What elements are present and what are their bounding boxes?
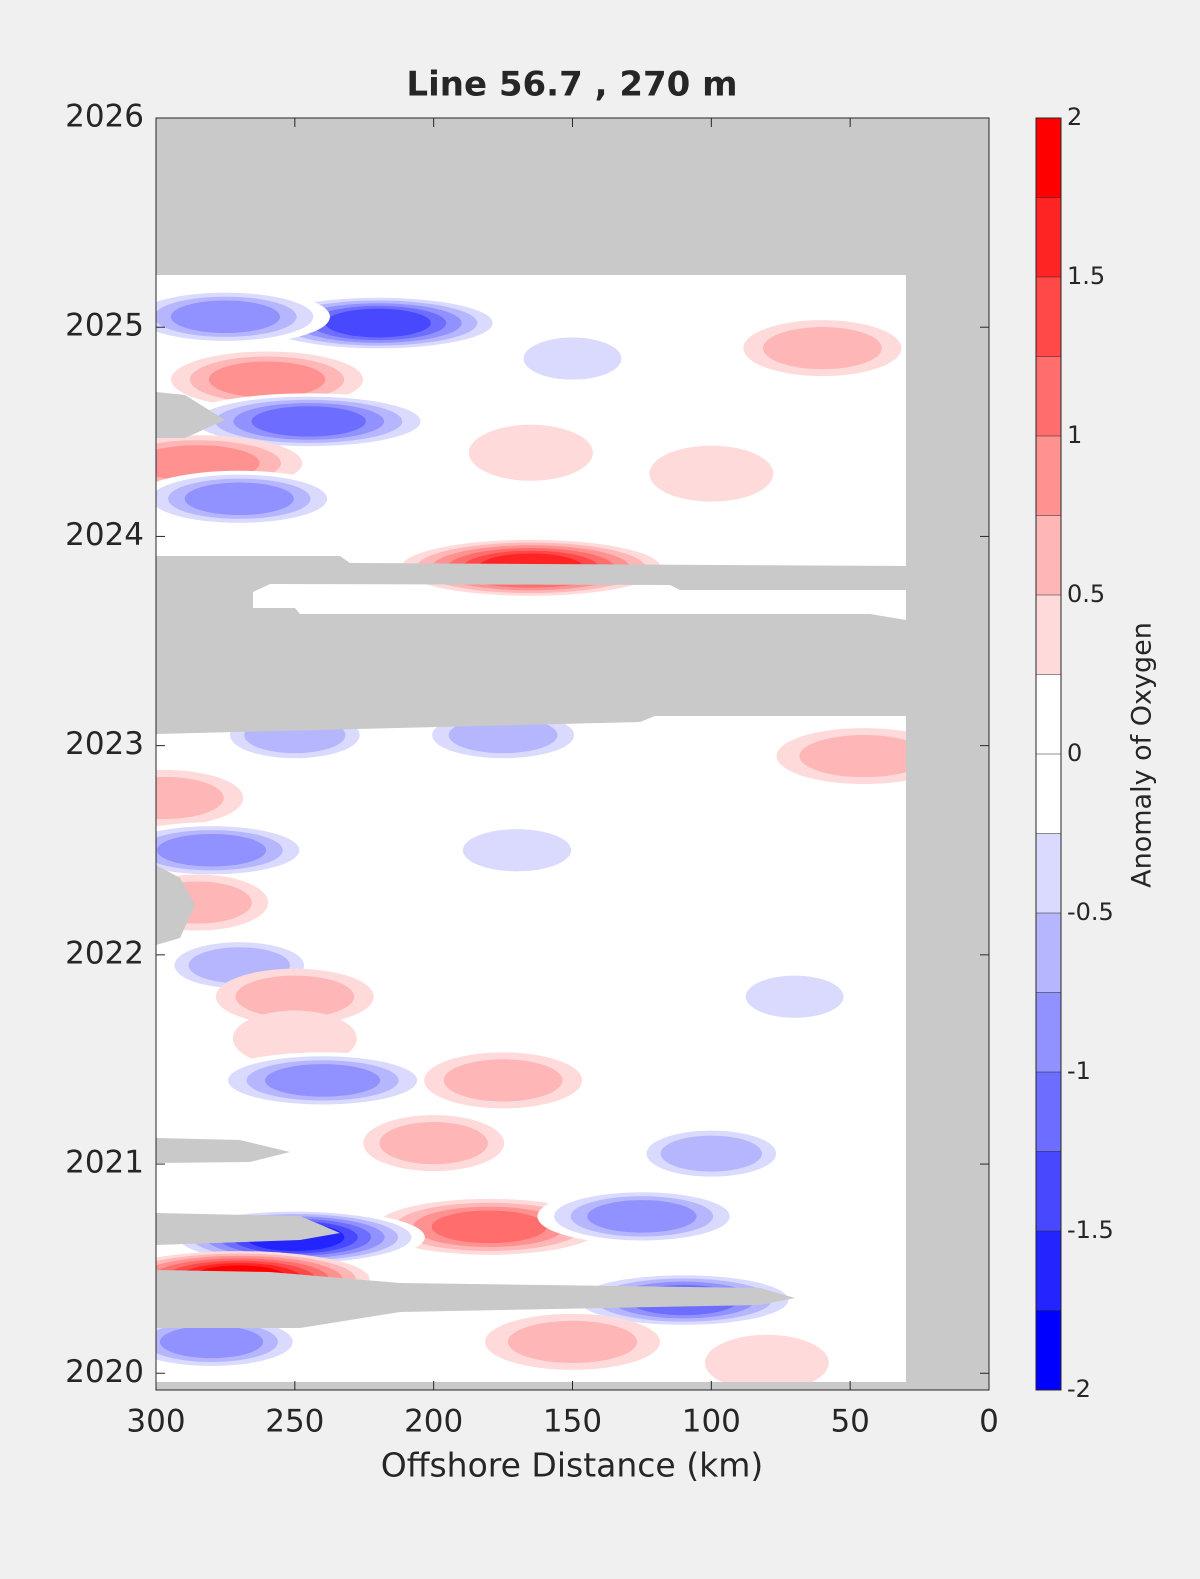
colorbar-frame xyxy=(1035,117,1062,1391)
y-tick-label: 2025 xyxy=(65,308,144,344)
contour-band xyxy=(443,1059,563,1102)
x-tick-label: 250 xyxy=(265,1404,324,1440)
colorbar-band xyxy=(1036,515,1061,595)
colorbar-label: Anomaly of Oxygen xyxy=(1127,622,1158,888)
colorbar-tick-label: -1 xyxy=(1067,1057,1091,1085)
y-tick-label: 2023 xyxy=(65,726,144,762)
x-tick-label: 300 xyxy=(126,1404,185,1440)
contour-band xyxy=(745,975,844,1018)
y-tick-label: 2024 xyxy=(65,517,144,553)
colorbar-band xyxy=(1036,1072,1061,1152)
colorbar-band xyxy=(1036,1310,1061,1390)
colorbar-band xyxy=(1036,595,1061,675)
x-tick-label: 100 xyxy=(682,1404,741,1440)
contour-band xyxy=(265,1064,381,1097)
plot-frame xyxy=(155,117,990,1391)
y-tick-label: 2020 xyxy=(65,1354,144,1390)
colorbar-tick-label: 0 xyxy=(1067,739,1082,767)
colorbar-band xyxy=(1036,118,1061,198)
colorbar-band xyxy=(1036,1151,1061,1231)
colorbar-band xyxy=(1036,833,1061,913)
contour-band xyxy=(156,776,224,820)
colorbar-band xyxy=(1036,674,1061,754)
contour-band xyxy=(156,833,267,867)
y-tick-label: 2022 xyxy=(65,935,144,971)
colorbar-tick-label: 1.5 xyxy=(1067,262,1105,290)
no-data-mask xyxy=(156,118,989,1390)
contour-band xyxy=(523,337,622,380)
contour-band xyxy=(507,1320,638,1363)
contour-band xyxy=(170,300,281,334)
x-axis-label: Offshore Distance (km) xyxy=(381,1446,763,1485)
contour-band xyxy=(208,361,326,398)
colorbar-band xyxy=(1036,1231,1061,1311)
colorbar-band xyxy=(1036,992,1061,1072)
contour-band xyxy=(587,1200,697,1233)
x-tick-label: 150 xyxy=(543,1404,602,1440)
contour-band xyxy=(468,424,593,481)
colorbar-tick-label: -0.5 xyxy=(1067,898,1114,926)
colorbar-tick-label: -2 xyxy=(1067,1375,1091,1403)
colorbar-band xyxy=(1036,277,1061,357)
contour-band xyxy=(184,482,294,516)
contour-band xyxy=(431,1210,547,1244)
x-tick-label: 200 xyxy=(404,1404,463,1440)
contour-band xyxy=(251,406,366,437)
colorbar-band xyxy=(1036,913,1061,993)
contour-band xyxy=(325,308,431,338)
contour-band xyxy=(649,445,774,502)
colorbar-tick-label: -1.5 xyxy=(1067,1216,1114,1244)
contour-band xyxy=(462,829,572,872)
colorbar-tick-label: 1 xyxy=(1067,421,1082,449)
y-tick-label: 2026 xyxy=(65,99,144,135)
chart-title: Line 56.7 , 270 m xyxy=(406,65,737,105)
contour-band xyxy=(379,1122,488,1165)
contour-band xyxy=(799,735,929,778)
x-tick-label: 0 xyxy=(979,1404,999,1440)
contour-band xyxy=(660,1135,762,1172)
colorbar-tick-label: 2 xyxy=(1067,103,1082,131)
colorbar-band xyxy=(1036,754,1061,834)
colorbar-tick-label: 0.5 xyxy=(1067,580,1105,608)
x-tick-label: 50 xyxy=(830,1404,869,1440)
colorbar-band xyxy=(1036,356,1061,436)
contour-band xyxy=(763,327,882,370)
contour-band xyxy=(704,1334,829,1390)
contour-band xyxy=(159,1325,264,1359)
y-tick-label: 2021 xyxy=(65,1145,144,1181)
contour-band xyxy=(448,717,558,754)
colorbar-band xyxy=(1036,197,1061,277)
contour-band xyxy=(235,975,355,1018)
colorbar-band xyxy=(1036,436,1061,516)
